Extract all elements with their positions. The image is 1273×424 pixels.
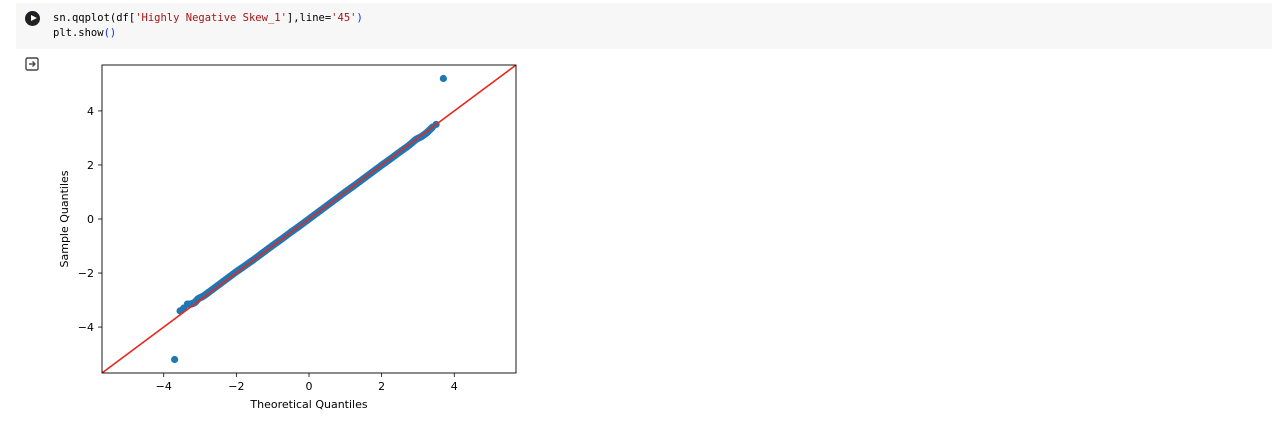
code-line: plt.show(): [53, 26, 363, 41]
x-tick-label: 2: [378, 380, 385, 393]
code-token: (): [103, 27, 117, 39]
y-tick-label: 0: [87, 213, 94, 226]
y-tick-label: −2: [78, 267, 94, 280]
qq-plot-chart: −4 −2 0 2 4 −4 −2 0 2 4 Theoretical Quantiles Sampl…: [58, 64, 517, 411]
x-axis-label: Theoretical Quantiles: [249, 398, 367, 411]
x-tick-label: −2: [228, 380, 244, 393]
play-circle-icon[interactable]: [25, 11, 40, 26]
y-tick-label: −4: [78, 321, 94, 334]
code-cell[interactable]: sn.qqplot(df['Highly Negative Skew_1'],l…: [16, 3, 1272, 49]
code-token: ): [356, 12, 363, 24]
y-tick-label: 4: [87, 105, 94, 118]
output-redirect-icon[interactable]: [25, 57, 39, 71]
code-line: sn.qqplot(df['Highly Negative Skew_1'],l…: [53, 11, 363, 26]
code-editor[interactable]: sn.qqplot(df['Highly Negative Skew_1'],l…: [53, 11, 363, 41]
code-token: plt.show: [53, 27, 104, 39]
y-tick-label: 2: [87, 159, 94, 172]
scatter-point: [171, 355, 179, 364]
code-token: 'Highly Negative Skew_1': [135, 12, 287, 24]
code-token: ],line=: [286, 12, 332, 24]
code-token: '45': [331, 12, 357, 24]
x-tick-label: 0: [306, 380, 313, 393]
y-axis-label: Sample Quantiles: [58, 170, 71, 267]
x-tick-label: 4: [451, 380, 458, 393]
reference-line: [102, 65, 516, 373]
scatter-point: [439, 74, 447, 83]
code-token: sn.qqplot(df[: [53, 12, 136, 24]
x-tick-label: −4: [156, 380, 172, 393]
